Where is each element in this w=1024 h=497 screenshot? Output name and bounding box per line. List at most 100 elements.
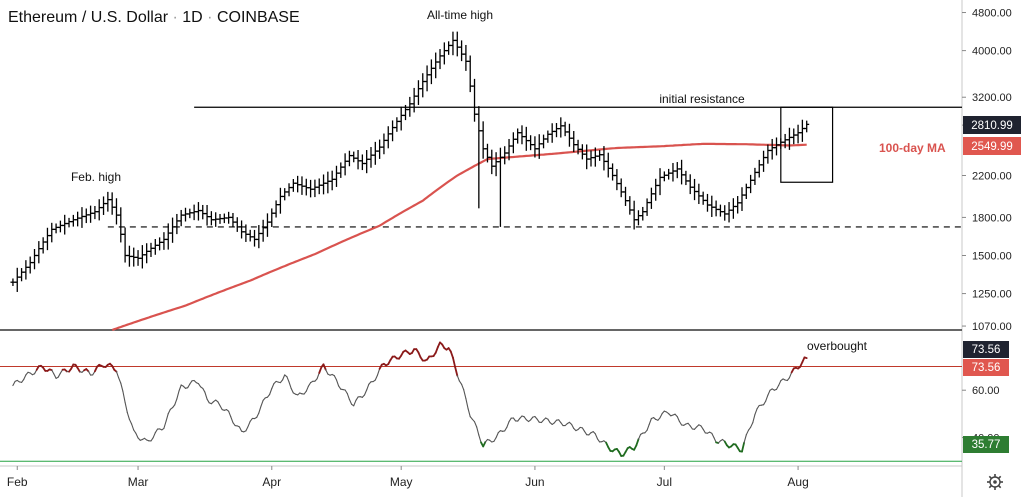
rsi-segment (678, 420, 683, 426)
rsi-segment (12, 380, 16, 387)
rsi-segment (219, 405, 223, 411)
rsi-segment (228, 410, 232, 418)
rsi-layer (12, 341, 808, 457)
rsi-segment (21, 378, 25, 383)
rsi-segment (786, 377, 790, 382)
price-axis-label: 1800.00 (972, 212, 1012, 224)
price-axis-label: 2200.00 (972, 170, 1012, 182)
rsi-segment (115, 371, 120, 379)
rsi-segment (741, 441, 745, 453)
rsi-segment (745, 429, 750, 436)
rsi-segment (217, 401, 221, 407)
rsi-segment (172, 404, 176, 409)
rsi-segment (204, 391, 208, 400)
rsi-segment (355, 396, 359, 401)
rsi-segment (417, 351, 422, 359)
rsi-segment (581, 427, 586, 432)
rsi-segment (540, 419, 545, 424)
rsi-segment (458, 380, 463, 385)
rsi-segment (517, 417, 521, 422)
rsi-segment (366, 383, 370, 391)
rsi-segment (124, 401, 128, 414)
rsi-segment (307, 382, 312, 387)
price-axis-label: 1500.00 (972, 250, 1012, 262)
interval-label: 1D (182, 9, 202, 26)
rsi-segment (247, 420, 251, 428)
rsi-segment (53, 373, 57, 379)
rsi-segment (530, 416, 534, 421)
rsi-segment (553, 419, 558, 424)
time-axis[interactable]: Feb Mar Apr May Jun Jul Aug (7, 466, 809, 489)
rsi-segment (752, 414, 756, 424)
rsi-segment (452, 356, 457, 368)
time-axis-label: Jul (657, 475, 672, 489)
rsi-segment (288, 381, 292, 390)
rsi-segment (314, 378, 318, 382)
rsi-segment (271, 383, 275, 390)
rsi-segment (76, 367, 81, 373)
rsi-segment (344, 389, 348, 395)
rsi-segment (260, 399, 264, 407)
rsi-segment (449, 350, 454, 359)
rsi-segment (376, 368, 381, 376)
rsi-segment (176, 390, 180, 400)
ma-line (111, 142, 807, 332)
price-axis[interactable]: 4800.004000.003200.002800.002200.001800.… (962, 8, 1012, 334)
price-axis-label: 4000.00 (972, 46, 1012, 58)
rsi-segment (333, 375, 338, 381)
rsi-segment (700, 425, 704, 430)
rsi-segment (454, 365, 459, 377)
price-axis-label: 1250.00 (972, 289, 1012, 301)
rsi-segment (702, 428, 706, 434)
rsi-segment (230, 416, 234, 424)
rsi-segment (461, 383, 465, 391)
rsi-segment (325, 369, 329, 375)
rsi-segment (473, 421, 478, 428)
rsi-segment (765, 394, 769, 402)
rsi-segment (646, 423, 650, 431)
rsi-segment (512, 417, 517, 422)
rsi-segment (778, 380, 782, 386)
time-axis-label: Feb (7, 475, 28, 489)
rsi-segment (87, 370, 92, 376)
rsi-segment (775, 384, 780, 390)
price-axis-label: 4800.00 (972, 8, 1012, 20)
rsi-segment (163, 420, 167, 429)
rsi-segment (493, 437, 497, 442)
rsi-segment (478, 434, 482, 443)
last-price-value: 2810.99 (971, 120, 1013, 132)
rsi-segment (346, 392, 350, 400)
rsi-segment (290, 387, 294, 394)
rsi-low-value: 35.77 (972, 439, 1001, 451)
initial-resistance-label: initial resistance (659, 92, 745, 106)
rsi-segment (711, 432, 715, 439)
rsi-segment (374, 374, 379, 381)
ma-value: 2549.99 (971, 141, 1013, 153)
rsi-segment (318, 366, 323, 374)
gear-icon[interactable] (987, 474, 1003, 490)
rsi-segment (594, 433, 599, 440)
rsi-segment (484, 438, 489, 443)
rsi-segment (506, 421, 510, 428)
rsi-last-tag-dark (963, 341, 1009, 358)
rsi-segment (286, 376, 290, 383)
rsi-last-value-red: 73.56 (972, 362, 1001, 374)
rsi-segment (676, 416, 680, 422)
rsi-segment (322, 363, 327, 371)
rsi-segment (803, 356, 808, 360)
symbol-name: Ethereum / U.S. Dollar (8, 9, 169, 26)
rsi-segment (469, 416, 473, 420)
time-axis-label: Aug (787, 475, 808, 489)
last-price-tag (963, 116, 1021, 134)
rsi-segment (316, 372, 320, 380)
rsi-segment (269, 387, 273, 396)
rsi-segment (523, 416, 527, 421)
rsi-segment (338, 385, 342, 390)
rsi-segment (767, 389, 771, 396)
rsi-segment (256, 412, 260, 418)
rsi-segment (747, 426, 752, 431)
rsi-segment (57, 372, 61, 378)
rsi-segment (463, 389, 467, 400)
